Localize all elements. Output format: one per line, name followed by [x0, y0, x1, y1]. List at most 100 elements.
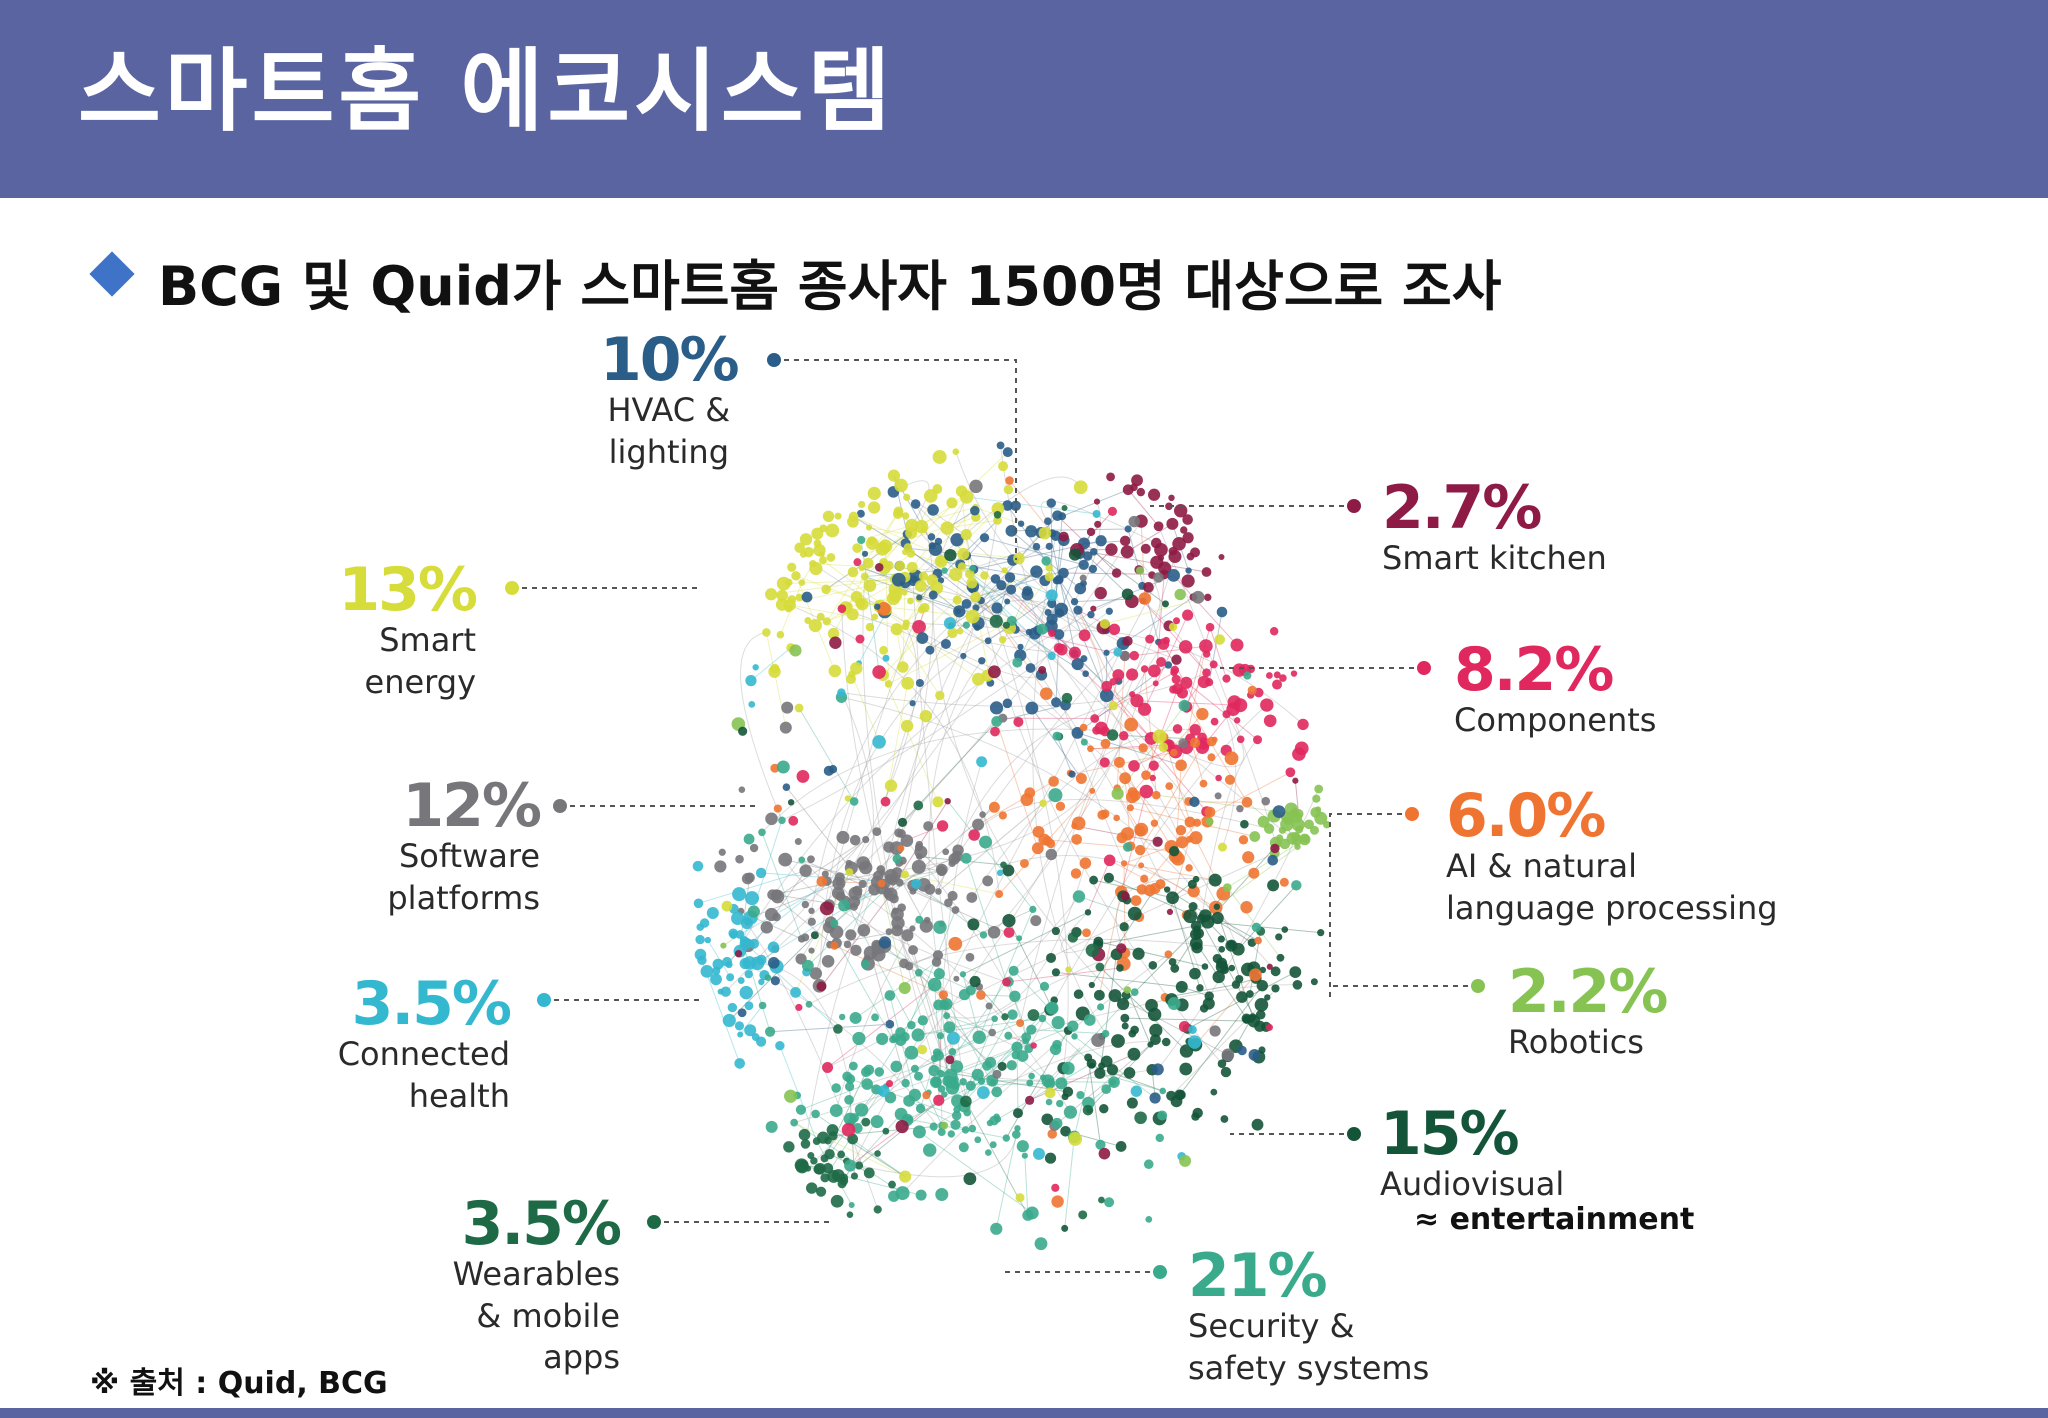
network-node: [928, 590, 938, 600]
network-node: [1251, 1118, 1264, 1131]
network-node: [1291, 818, 1305, 832]
network-node: [1119, 650, 1131, 662]
network-edge: [815, 1113, 906, 1177]
network-edge: [698, 870, 806, 904]
network-node: [962, 621, 970, 629]
network-node: [1044, 619, 1058, 633]
network-edge: [1008, 920, 1053, 1009]
network-node: [832, 876, 846, 890]
network-node: [845, 868, 854, 877]
network-node: [1261, 796, 1271, 806]
network-node: [1292, 777, 1299, 784]
network-node: [1152, 680, 1159, 687]
network-node: [744, 1001, 754, 1011]
network-edge: [750, 647, 792, 682]
network-edge: [947, 800, 1034, 910]
network-node: [844, 1094, 854, 1105]
network-node: [1012, 1108, 1023, 1119]
network-edge: [1087, 860, 1111, 913]
network-edge: [969, 573, 1053, 657]
network-node: [1309, 825, 1319, 835]
network-node: [1210, 717, 1219, 726]
label-health-line2: health: [408, 1076, 510, 1115]
network-node: [908, 569, 923, 584]
network-node: [1201, 567, 1212, 577]
network-arc: [725, 590, 1028, 993]
network-node: [1152, 729, 1167, 744]
network-node: [900, 870, 909, 879]
network-node: [718, 848, 726, 856]
network-node: [989, 614, 1003, 628]
leader-dot-energy: [505, 581, 519, 595]
network-node: [1095, 962, 1105, 972]
network-edge: [1294, 780, 1300, 814]
network-node: [1220, 1066, 1232, 1078]
network-node: [998, 811, 1007, 820]
title-bar: 스마트홈 에코시스템: [0, 0, 2048, 198]
network-node: [1304, 819, 1314, 830]
network-node: [801, 959, 814, 972]
network-node: [854, 1161, 864, 1170]
network-edge: [1064, 1136, 1075, 1229]
network-node: [1204, 593, 1212, 602]
network-node: [1143, 1159, 1154, 1170]
network-node: [872, 827, 882, 837]
network-edge: [1008, 981, 1027, 1038]
network-node: [1085, 943, 1100, 957]
network-edge: [977, 781, 1054, 826]
network-node: [1265, 1023, 1273, 1031]
network-node: [909, 700, 916, 707]
network-edge: [1093, 879, 1173, 899]
network-node: [1209, 660, 1218, 669]
network-node: [918, 571, 929, 581]
network-node: [912, 1125, 926, 1139]
network-node: [1122, 636, 1133, 647]
network-node: [972, 1030, 986, 1044]
network-node: [946, 1031, 960, 1045]
network-node: [796, 770, 810, 783]
network-node: [860, 1066, 872, 1078]
network-node: [830, 919, 839, 928]
network-node: [1134, 844, 1146, 856]
network-node: [876, 601, 891, 616]
network-node: [871, 613, 879, 621]
network-node: [1179, 1062, 1193, 1076]
leader-dot-security: [1153, 1265, 1167, 1279]
network-node: [969, 479, 983, 494]
network-node: [1176, 836, 1189, 849]
label-ai-line1: AI & natural: [1446, 847, 1637, 885]
network-node: [1260, 698, 1274, 712]
network-node: [1184, 816, 1196, 828]
network-node: [1170, 668, 1178, 677]
network-edge: [1123, 863, 1126, 954]
network-node: [1204, 806, 1216, 818]
network-node: [976, 990, 986, 1000]
network-node: [901, 1078, 910, 1088]
network-edge: [895, 589, 998, 609]
network-node: [873, 1205, 882, 1214]
network-node: [1040, 687, 1053, 700]
network-node: [1172, 724, 1183, 734]
network-node: [865, 524, 873, 531]
network-node: [1188, 902, 1198, 912]
network-node: [1215, 774, 1222, 782]
network-node: [1130, 895, 1142, 907]
network-edge: [1098, 941, 1206, 967]
network-node: [1254, 936, 1262, 945]
network-node: [1032, 1147, 1045, 1160]
network-node: [1061, 692, 1073, 704]
network-node: [801, 900, 810, 909]
network-node: [1025, 628, 1033, 636]
network-node: [890, 623, 903, 636]
network-node: [922, 1091, 931, 1100]
network-node: [972, 604, 980, 612]
network-node: [1189, 831, 1203, 845]
network-node: [855, 597, 866, 608]
network-node: [915, 678, 924, 687]
network-node: [1291, 880, 1302, 891]
network-edge: [793, 1122, 903, 1194]
network-node: [1008, 965, 1019, 976]
network-node: [1178, 738, 1189, 749]
network-node: [1212, 953, 1223, 964]
network-node: [1125, 790, 1139, 804]
